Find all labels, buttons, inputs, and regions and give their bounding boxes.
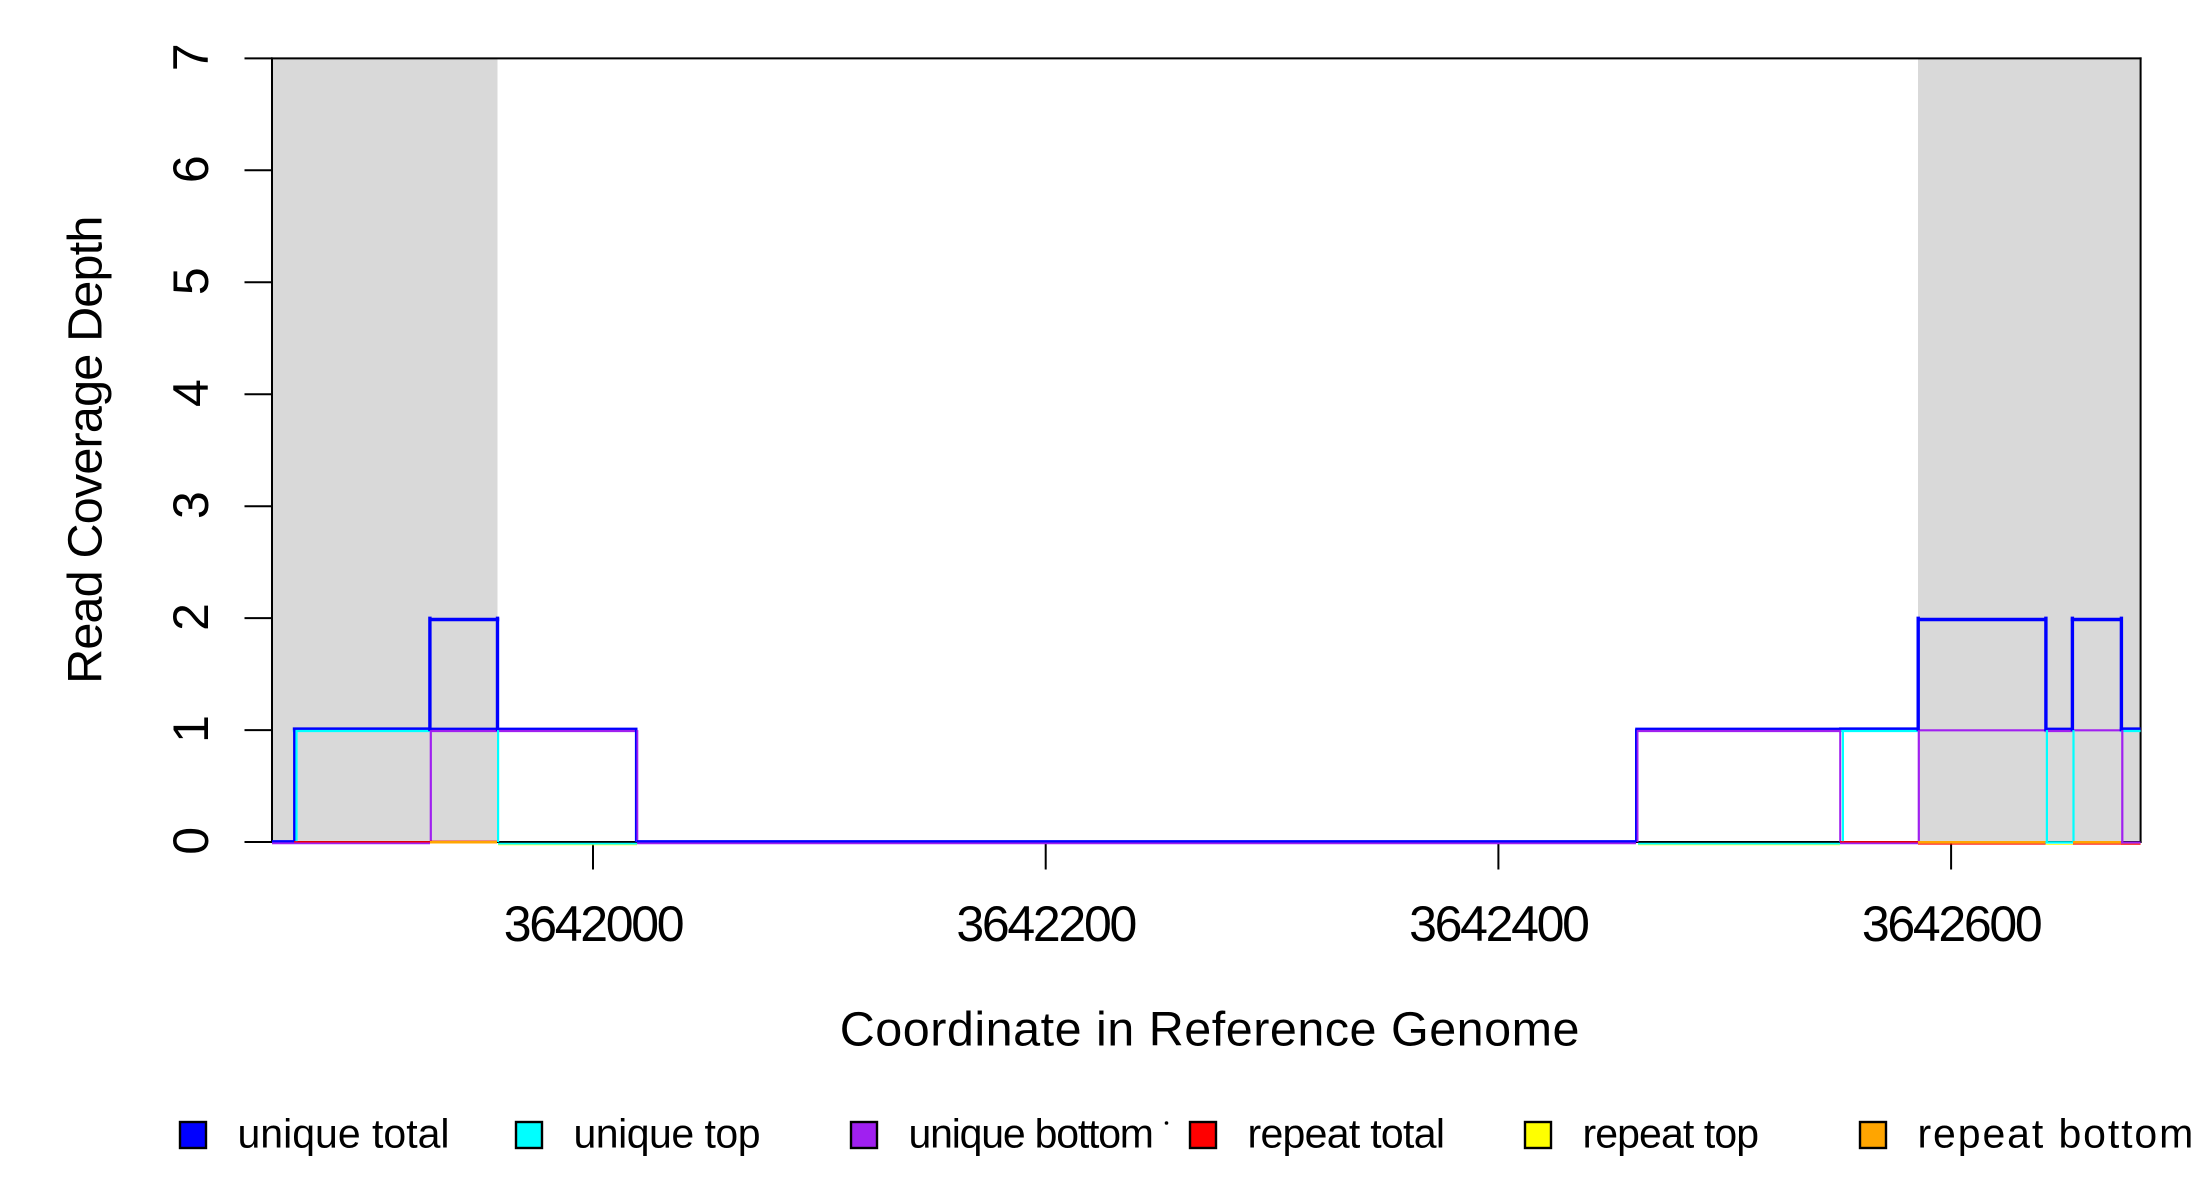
svg-text:Read Coverage Depth: Read Coverage Depth: [59, 216, 113, 683]
svg-text:repeat bottom: repeat bottom: [1918, 1110, 2196, 1156]
svg-text:unique bottom: unique bottom: [909, 1110, 1153, 1156]
svg-text:1: 1: [163, 717, 219, 743]
svg-text:3642400: 3642400: [1409, 896, 1588, 952]
svg-text:6: 6: [163, 157, 219, 183]
svg-text:3: 3: [163, 493, 219, 519]
svg-text:7: 7: [163, 45, 219, 71]
svg-text:Coordinate in Reference Genome: Coordinate in Reference Genome: [840, 1002, 1580, 1056]
svg-text:unique total: unique total: [238, 1110, 450, 1156]
svg-text:3642200: 3642200: [956, 896, 1135, 952]
svg-text:5: 5: [163, 269, 219, 295]
svg-text:repeat total: repeat total: [1248, 1110, 1445, 1156]
svg-text:repeat top: repeat top: [1583, 1110, 1759, 1156]
svg-text:2: 2: [163, 605, 219, 631]
svg-text:3642000: 3642000: [504, 896, 683, 952]
svg-text:unique top: unique top: [574, 1110, 761, 1156]
svg-text:0: 0: [163, 829, 219, 855]
svg-text:4: 4: [163, 380, 219, 407]
svg-text:3642600: 3642600: [1862, 896, 2041, 952]
